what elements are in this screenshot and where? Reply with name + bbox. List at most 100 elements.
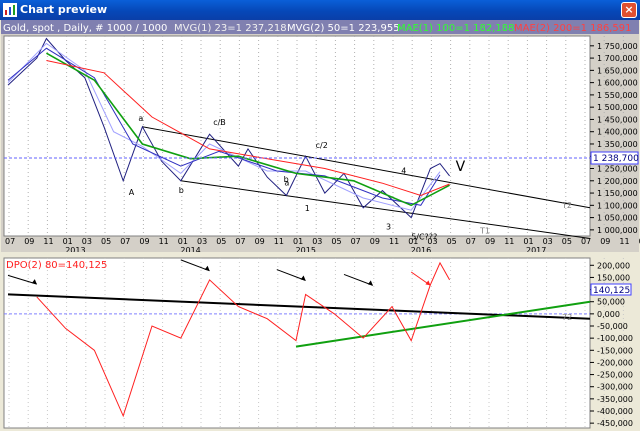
dpo-arrow (180, 259, 210, 272)
price-tick-label: 1 100,000 (597, 201, 638, 210)
price-tick-label: 1 500,000 (597, 103, 638, 112)
month-tick-label: 09 (139, 237, 149, 246)
dpo-current-box (590, 283, 632, 296)
month-tick-label: 11 (619, 237, 629, 246)
dpo-tick-label: -350,000 (597, 395, 633, 404)
month-tick-label: 09 (600, 237, 610, 246)
dpo-tick-label: -300,000 (597, 383, 633, 392)
dpo-label: DPO(2) 80=140,125 (6, 260, 107, 271)
month-tick-label: 11 (274, 237, 284, 246)
wave-label: b (179, 186, 184, 195)
year-tick-label: 2014 (180, 246, 200, 255)
month-tick-label: 09 (370, 237, 380, 246)
month-tick-label: 11 (389, 237, 399, 246)
instrument-label: Gold, spot , Daily, # 1000 / 1000 (3, 23, 167, 34)
wave-label: c/2 (316, 141, 328, 150)
trendline-label: T1 (479, 227, 490, 236)
dpo-resistance-line (7, 293, 591, 320)
month-tick-label: 07 (5, 237, 15, 246)
month-tick-label: 07 (466, 237, 476, 246)
ma1-label: MVG(1) 23=1 237,218 (174, 23, 287, 34)
lower-trendline (180, 180, 591, 239)
month-tick-label: 01 (63, 237, 73, 246)
month-tick-label: 07 (120, 237, 130, 246)
dpo-tick-label: -150,000 (597, 346, 633, 355)
mae2-line (46, 60, 450, 197)
dpo-arrow (343, 273, 373, 286)
price-tick-label: 1 750,000 (597, 42, 638, 51)
price-tick-label: 1 550,000 (597, 91, 638, 100)
current-price-box (590, 151, 639, 165)
mae1-label: MAE(1) 100=1 182,188 (397, 23, 515, 34)
chart-app-icon (3, 3, 17, 17)
month-tick-label: 01 (408, 237, 418, 246)
dpo-tick-label: 0,000 (597, 310, 620, 319)
month-tick-label: 09 (485, 237, 495, 246)
dpo-arrow (7, 274, 37, 285)
title-bar[interactable]: Chart preview × (0, 0, 640, 20)
price-tick-label: 1 650,000 (597, 66, 638, 75)
trend-lines: T2 T1 (142, 126, 591, 239)
upper-trendline (142, 126, 591, 209)
dpo-tick-label: 150,000 (597, 273, 630, 282)
price-tick-label: 1 050,000 (597, 214, 638, 223)
price-tick-label: 1 600,000 (597, 79, 638, 88)
year-tick-label: 2013 (65, 246, 85, 255)
month-tick-label: 01 (293, 237, 303, 246)
month-tick-label: 05 (216, 237, 226, 246)
mae2-label: MAE(2) 200=1 186,591 (514, 23, 632, 34)
dpo-tick-label: -200,000 (597, 358, 633, 367)
month-tick-label: 09 (255, 237, 265, 246)
ma2-label: MVG(2) 50=1 223,955 (287, 23, 400, 34)
dpo-tick-label: -50,000 (597, 322, 628, 331)
month-tick-label: 09 (24, 237, 34, 246)
mae1-line (46, 52, 450, 207)
price-tick-label: 1 150,000 (597, 189, 638, 198)
dpo-grid (4, 258, 624, 428)
wave-label: A (129, 188, 135, 197)
month-axis: 07 09 11 01 03 05 07 09 11 01 03 05 07 09 11 01 03 05 07 09… (5, 237, 640, 255)
price-tick-label: 1 000,000 (597, 226, 638, 235)
dpo-tick-label: 50,000 (597, 298, 625, 307)
wave-label: a (284, 179, 289, 188)
window-title: Chart preview (20, 3, 108, 16)
close-button[interactable]: × (621, 2, 637, 18)
price-series (7, 37, 450, 219)
dpo-line (36, 261, 451, 418)
price-grid (8, 36, 624, 236)
dpo-tick-label: -450,000 (597, 419, 633, 428)
month-tick-label: 07 (235, 237, 245, 246)
dpo-support-line (295, 300, 591, 348)
month-tick-label: 03 (427, 237, 437, 246)
dpo-axis: 200,000150,000100,00050,0000,000-50,000-… (590, 261, 633, 428)
panel-splitter[interactable] (1, 252, 639, 258)
month-tick-label: 03 (197, 237, 207, 246)
month-tick-label: 01 (639, 237, 640, 246)
wave-label: a (138, 114, 143, 123)
ma2-line (7, 47, 441, 206)
dpo-trend-lines (7, 259, 591, 348)
dpo-tick-label: -400,000 (597, 407, 633, 416)
month-tick-label: 03 (82, 237, 92, 246)
wave-label: 4 (401, 167, 406, 176)
month-tick-label: 07 (581, 237, 591, 246)
wave-label: 3 (386, 223, 391, 232)
month-tick-label: 03 (312, 237, 322, 246)
month-tick-label: 05 (562, 237, 572, 246)
wave-label: 5/C??? (411, 233, 437, 242)
dpo-tick-label: 200,000 (597, 261, 630, 270)
month-tick-label: 03 (543, 237, 553, 246)
price-tick-label: 1 700,000 (597, 54, 638, 63)
year-tick-label: 2016 (411, 246, 431, 255)
month-tick-label: 01 (178, 237, 188, 246)
current-price-value: 1 238,700 (593, 154, 639, 164)
month-tick-label: 07 (351, 237, 361, 246)
dpo-tick-label: -100,000 (597, 334, 633, 343)
month-tick-label: 11 (159, 237, 169, 246)
chart-area[interactable]: T2 T1 1 750,000 1 700,000 1 650,000 1 600,00… (0, 20, 640, 431)
wave-label: b (284, 175, 289, 184)
month-tick-label: 05 (447, 237, 457, 246)
year-tick-label: 2017 (526, 246, 546, 255)
